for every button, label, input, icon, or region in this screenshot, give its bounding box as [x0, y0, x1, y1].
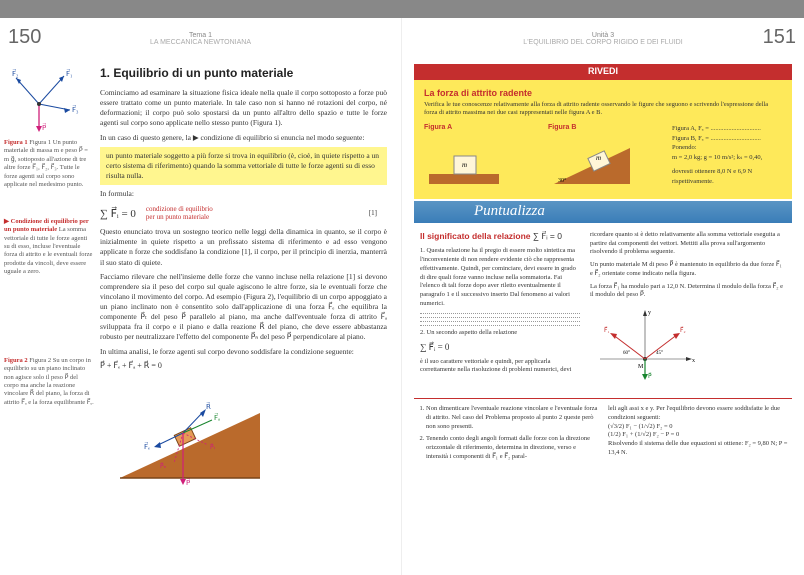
- punt-p1: 1. Questa relazione ha il pregio di esse…: [420, 247, 580, 308]
- fig2-text: Figura 2 Su un corpo in equilibrio su un…: [4, 357, 94, 406]
- left-main-column: 1. Equilibrio di un punto materiale Comi…: [100, 66, 397, 499]
- rivedi-box: La forza di attrito radente Verifica le …: [414, 80, 792, 199]
- figA-label: Figura A: [424, 124, 540, 131]
- puntualizza-content: Il significato della relazione ∑ F⃗ᵢ = 0…: [414, 223, 792, 394]
- page-number-left: 150: [8, 26, 41, 49]
- svg-text:60°: 60°: [623, 351, 630, 356]
- header-sub-left: LA MECCANICA NEWTONIANA: [4, 39, 397, 46]
- page-spread: 150 Tema 1 LA MECCANICA NEWTONIANA F⃗₂ F…: [0, 18, 804, 575]
- in-formula-label: In formula:: [100, 189, 387, 199]
- dotted-line: [420, 317, 580, 318]
- punt-p2b: è il suo carattere vettoriale e quindi, …: [420, 358, 580, 376]
- bottom-col2: leli agli assi x e y. Per l'equilibrio d…: [608, 405, 792, 466]
- svg-text:F⃗₂: F⃗₂: [680, 326, 686, 334]
- rivedi-data2: Figura B, Fₐ = .........................…: [672, 134, 782, 144]
- page-right: 151 Unità 3 L'EQUILIBRIO DEL CORPO RIGID…: [402, 18, 804, 575]
- svg-text:m: m: [462, 161, 467, 169]
- eq-number: [1]: [369, 209, 387, 217]
- punt-c2-p3: La forza F⃗₁ ha modulo pari a 12,0 N. De…: [590, 283, 786, 301]
- punt-col2: ricordare quanto si è detto relativament…: [590, 231, 786, 386]
- bottom-li2: Tenendo conto degli angoli formati dalle…: [426, 435, 598, 461]
- svg-text:P⃗: P⃗: [648, 372, 652, 380]
- svg-text:x: x: [692, 358, 695, 364]
- svg-text:F⃗ₑ: F⃗ₑ: [144, 442, 150, 451]
- para-3: Facciamo rilevare che nell'insieme delle…: [100, 272, 387, 343]
- puntualizza-label: Puntualizza: [474, 203, 545, 220]
- left-sidebar: F⃗₂ F⃗₁ F⃗₃ P⃗ Figura 1 Figura 1 Un punt…: [4, 66, 94, 499]
- svg-text:F⃗₃: F⃗₃: [72, 105, 79, 114]
- header-tema: Tema 1: [4, 32, 397, 39]
- bottom-r1: leli agli assi x e y. Per l'equilibrio d…: [608, 405, 792, 423]
- rivedi-data1: Figura A, Fₐ = .........................…: [672, 124, 782, 134]
- formula-final: P⃗ + F⃗ₑ + F⃗ₐ + R⃗ = 0: [100, 361, 387, 372]
- bottom-r2: (√3/2) F₁ − (1/√2) F₂ = 0: [608, 423, 792, 432]
- page-left: 150 Tema 1 LA MECCANICA NEWTONIANA F⃗₂ F…: [0, 18, 402, 575]
- punt-p2: 2. Un secondo aspetto della relazione: [420, 329, 580, 338]
- puntualizza-bar: Puntualizza: [414, 201, 792, 223]
- cond-box: ▶ Condizione di equilibrio per un punto …: [4, 218, 94, 277]
- para-4: In ultima analisi, le forze agenti sul c…: [100, 347, 387, 357]
- section-title: 1. Equilibrio di un punto materiale: [100, 66, 387, 80]
- intro-p1: Cominciamo ad esaminare la situazione fi…: [100, 88, 387, 129]
- para-2: Questo enunciato trova un sostegno teori…: [100, 227, 387, 268]
- figure-1-caption: Figura 1 Figura 1 Un punto materiale di …: [4, 139, 94, 190]
- svg-text:P⃗ₙ: P⃗ₙ: [160, 462, 167, 470]
- punt-c2-p1: ricordare quanto si è detto relativament…: [590, 231, 786, 257]
- bottom-section: Non dimenticare l'eventuale reazione vin…: [414, 398, 792, 466]
- top-bar: [0, 0, 804, 18]
- formula-sum: ∑ F⃗ᵢ = 0: [100, 207, 136, 220]
- header-sub-right: L'EQUILIBRIO DEL CORPO RIGIDO E DEI FLUI…: [406, 39, 800, 46]
- intro-p2: In un caso di questo genere, la ▶ condiz…: [100, 133, 387, 143]
- svg-text:F⃗₁: F⃗₁: [66, 69, 72, 78]
- dotted-line: [420, 325, 580, 326]
- punt-formula-2: ∑ F⃗ᵢ = 0: [420, 341, 580, 353]
- rivedi-data5: dovresti ottenere 8,0 N e 6,9 N rispetti…: [672, 167, 782, 187]
- figB-diagram: 30° m: [548, 134, 638, 189]
- page-number-right: 151: [763, 26, 796, 49]
- bottom-r3: (1/2) F₁ + (1/√2) F₂ − P = 0: [608, 431, 792, 440]
- dotted-line: [420, 321, 580, 322]
- rivedi-figA: Figura A m: [424, 124, 540, 189]
- punt-col1: Il significato della relazione ∑ F⃗ᵢ = 0…: [420, 231, 580, 386]
- svg-text:m: m: [596, 154, 601, 162]
- highlight-definition: un punto materiale soggetto a più forze …: [100, 147, 387, 185]
- bottom-li1: Non dimenticare l'eventuale reazione vin…: [426, 405, 598, 431]
- svg-text:M: M: [638, 364, 644, 370]
- punt-diagram: x y M F⃗₁ 60° F⃗₂ 45°: [590, 304, 700, 382]
- figB-label: Figura B: [548, 124, 664, 131]
- rivedi-data4: m = 2,0 kg; g = 10 m/s²; kₛ = 0,40,: [672, 153, 782, 163]
- header-unita: Unità 3: [406, 32, 800, 39]
- cond-text: La somma vettoriale di tutte le forze ag…: [4, 226, 92, 275]
- rivedi-title: La forza di attrito radente: [424, 88, 782, 98]
- svg-text:30°: 30°: [558, 177, 567, 184]
- svg-text:P⃗ₜ: P⃗ₜ: [210, 443, 216, 451]
- rivedi-bar: RIVEDI: [414, 64, 792, 80]
- figure-1-diagram: F⃗₂ F⃗₁ F⃗₃ P⃗: [4, 66, 84, 136]
- fig1-text: Figura 1 Un punto materiale di massa m e…: [4, 139, 88, 188]
- rivedi-ribbon: RIVEDI: [574, 64, 632, 78]
- figure-2-caption: Figura 2 Figura 2 Su un corpo in equilib…: [4, 357, 94, 408]
- figure-2-diagram: P⃗ R⃗ F⃗ₑ F⃗ₐ P⃗ₙ P⃗ₜ: [100, 383, 270, 493]
- rivedi-intro: Verifica le tue conoscenze relativamente…: [424, 101, 782, 118]
- formula-row-1: ∑ F⃗ᵢ = 0 condizione di equilibrioper un…: [100, 205, 387, 221]
- svg-text:45°: 45°: [656, 351, 663, 356]
- figA-diagram: m: [424, 134, 504, 189]
- rivedi-figB: Figura B 30° m: [548, 124, 664, 189]
- dotted-line: [420, 313, 580, 314]
- svg-text:y: y: [648, 310, 651, 316]
- formula-cond: condizione di equilibrioper un punto mat…: [146, 205, 213, 221]
- svg-text:F⃗ₐ: F⃗ₐ: [214, 413, 220, 422]
- bottom-r4: Risolvendo il sistema delle due equazion…: [608, 440, 792, 458]
- svg-text:F⃗₂: F⃗₂: [12, 69, 19, 78]
- svg-text:P⃗: P⃗: [186, 478, 190, 487]
- svg-text:P⃗: P⃗: [42, 123, 46, 132]
- bottom-col1: Non dimenticare l'eventuale reazione vin…: [414, 405, 598, 466]
- punt-title: Il significato della relazione ∑ F⃗ᵢ = 0: [420, 231, 580, 242]
- svg-text:F⃗₁: F⃗₁: [604, 326, 610, 334]
- rivedi-data3: Ponendo:: [672, 143, 782, 153]
- svg-text:R⃗: R⃗: [206, 402, 211, 411]
- rivedi-data: Figura A, Fₐ = .........................…: [672, 124, 782, 189]
- punt-c2-p2: Un punto materiale M di peso P⃗ è manten…: [590, 261, 786, 279]
